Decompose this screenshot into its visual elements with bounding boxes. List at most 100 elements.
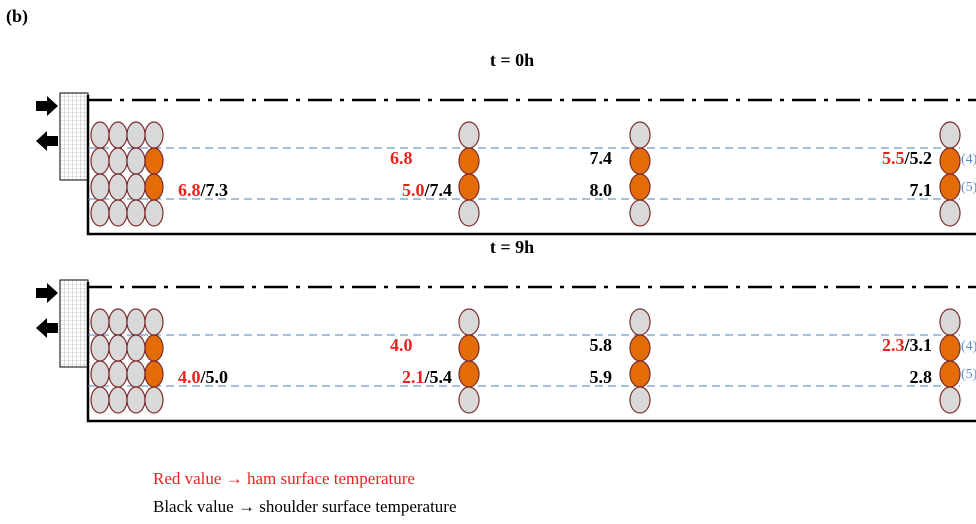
value-label: 5.0/7.4 — [402, 180, 452, 200]
ham-part — [90, 334, 110, 362]
shoulder-value: 8.0 — [590, 180, 613, 200]
ham-value: 5.5 — [882, 148, 905, 168]
shoulder-value: 2.8 — [910, 367, 933, 387]
ham-part — [144, 173, 164, 201]
ham-part — [90, 147, 110, 175]
ham-part — [939, 121, 961, 149]
ham-value: 4.0 — [390, 335, 413, 355]
level-marker: (4) — [961, 152, 976, 167]
ham-part — [108, 147, 128, 175]
ham-part — [629, 308, 651, 336]
ham-part — [458, 173, 480, 201]
legend-red: Red value → ham surface temperature — [153, 469, 415, 488]
panel-title: t = 0h — [490, 50, 534, 70]
value-label: 5.8 — [590, 335, 613, 355]
ham-part — [108, 173, 128, 201]
ham-part — [108, 199, 128, 227]
level-marker: (5) — [961, 180, 976, 195]
ham-part — [458, 121, 480, 149]
ham-part — [629, 173, 651, 201]
value-label: 6.8/7.3 — [178, 180, 228, 200]
ham-part — [108, 308, 128, 336]
shoulder-value: 3.1 — [910, 335, 933, 355]
ham-part — [90, 360, 110, 388]
separator: / — [200, 367, 207, 387]
ham-part — [458, 360, 480, 388]
ham-part — [108, 121, 128, 149]
value-label: 5.9 — [590, 367, 613, 387]
ham-value: 2.1 — [402, 367, 425, 387]
ham-part — [144, 308, 164, 336]
shoulder-value: 5.4 — [430, 367, 453, 387]
shoulder-value: 7.1 — [910, 180, 933, 200]
ham-part — [458, 334, 480, 362]
ham-part — [939, 360, 961, 388]
ham-part — [144, 334, 164, 362]
ham-value: 5.0 — [402, 180, 425, 200]
ham-part — [939, 173, 961, 201]
arrow-in — [36, 96, 58, 116]
ham-part — [144, 360, 164, 388]
ham-part — [90, 173, 110, 201]
separator: / — [903, 335, 910, 355]
ham-part — [126, 121, 146, 149]
ham-part — [126, 334, 146, 362]
shoulder-value: 5.8 — [590, 335, 613, 355]
ham-part — [629, 199, 651, 227]
ham-part — [458, 199, 480, 227]
panel-title: t = 9h — [490, 237, 534, 257]
separator: / — [903, 148, 910, 168]
ham-part — [126, 308, 146, 336]
ham-part — [144, 121, 164, 149]
shoulder-value: 7.4 — [430, 180, 453, 200]
figure-label: (b) — [6, 6, 28, 27]
ham-value: 2.3 — [882, 335, 905, 355]
ham-part — [90, 308, 110, 336]
shoulder-value: 5.9 — [590, 367, 613, 387]
arrow-out — [36, 318, 58, 338]
ham-part — [939, 386, 961, 414]
wall — [86, 282, 976, 423]
shoulder-value: 5.2 — [910, 148, 933, 168]
inlet — [59, 92, 89, 181]
shoulder-value: 7.4 — [590, 148, 613, 168]
value-label: 4.0 — [390, 335, 413, 355]
value-label: 4.0/5.0 — [178, 367, 228, 387]
value-label: 2.8 — [910, 367, 933, 387]
legend-black: Black value → shoulder surface temperatu… — [153, 497, 457, 516]
wall — [86, 95, 976, 236]
ham-part — [144, 199, 164, 227]
ham-part — [144, 386, 164, 414]
value-label: 7.4 — [590, 148, 613, 168]
value-label: 2.3/3.1 — [882, 335, 932, 355]
value-label: 5.5/5.2 — [882, 148, 932, 168]
arrow-in — [36, 283, 58, 303]
ham-part — [939, 334, 961, 362]
ham-part — [629, 121, 651, 149]
ham-part — [458, 147, 480, 175]
ham-part — [126, 199, 146, 227]
ham-part — [126, 147, 146, 175]
ham-part — [126, 386, 146, 414]
ham-part — [939, 199, 961, 227]
ham-value: 6.8 — [178, 180, 201, 200]
arrow-out — [36, 131, 58, 151]
separator: / — [200, 180, 207, 200]
ham-part — [90, 386, 110, 414]
shoulder-value: 7.3 — [206, 180, 229, 200]
ham-part — [458, 386, 480, 414]
level-marker: (4) — [961, 339, 976, 354]
ham-part — [90, 121, 110, 149]
ham-part — [939, 147, 961, 175]
ham-value: 4.0 — [178, 367, 201, 387]
separator: / — [423, 180, 430, 200]
ham-part — [108, 386, 128, 414]
value-label: 7.1 — [910, 180, 933, 200]
ham-part — [629, 360, 651, 388]
ham-part — [939, 308, 961, 336]
ham-part — [629, 334, 651, 362]
ham-part — [629, 147, 651, 175]
ham-part — [144, 147, 164, 175]
ham-part — [458, 308, 480, 336]
